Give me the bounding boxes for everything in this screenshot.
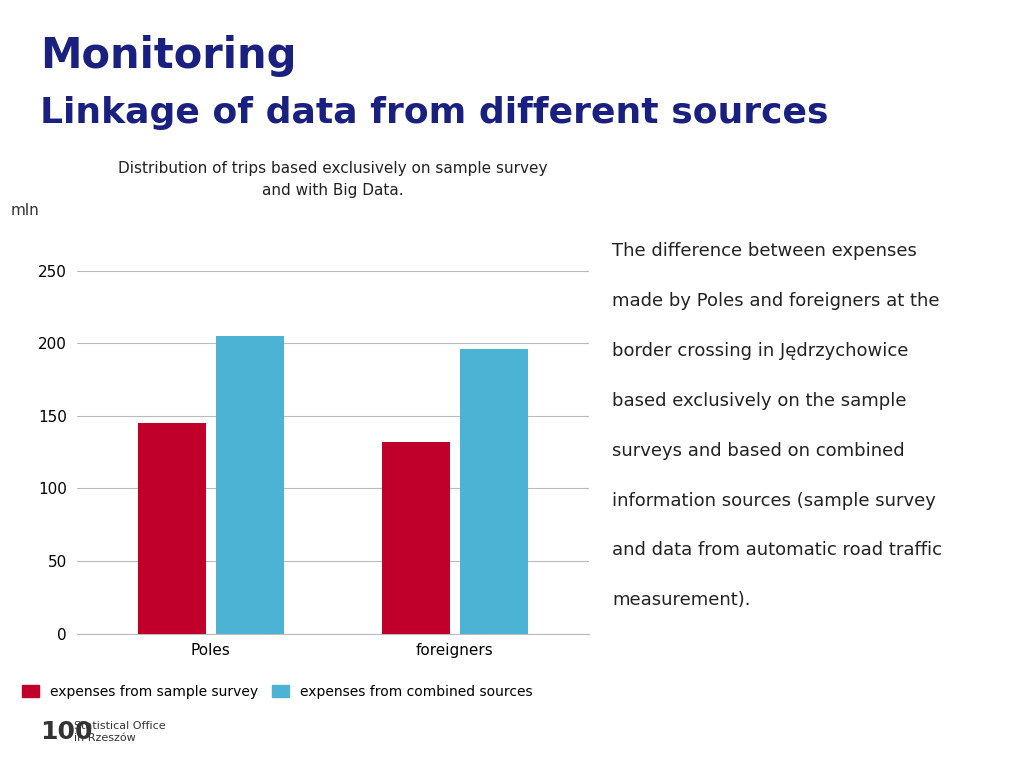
Text: Statistical Office
in Rzeszów: Statistical Office in Rzeszów xyxy=(75,721,166,743)
Text: information sources (sample survey: information sources (sample survey xyxy=(612,492,936,509)
Bar xyxy=(216,336,284,634)
Text: border crossing in Jędrzychowice: border crossing in Jędrzychowice xyxy=(612,342,908,359)
Text: Monitoring: Monitoring xyxy=(40,35,296,77)
Text: measurement).: measurement). xyxy=(612,591,751,609)
Text: and data from automatic road traffic: and data from automatic road traffic xyxy=(612,541,942,559)
Bar xyxy=(382,442,450,634)
Text: surveys and based on combined: surveys and based on combined xyxy=(612,442,905,459)
Text: made by Poles and foreigners at the: made by Poles and foreigners at the xyxy=(612,292,940,310)
Text: The difference between expenses: The difference between expenses xyxy=(612,242,918,260)
Text: mln: mln xyxy=(10,204,39,218)
Text: 100: 100 xyxy=(40,720,92,744)
Title: Distribution of trips based exclusively on sample survey
and with Big Data.: Distribution of trips based exclusively … xyxy=(118,161,548,198)
Text: 10: 10 xyxy=(945,730,972,748)
Bar xyxy=(138,423,206,634)
Bar xyxy=(460,349,527,634)
Text: Linkage of data from different sources: Linkage of data from different sources xyxy=(40,96,828,130)
Text: based exclusively on the sample: based exclusively on the sample xyxy=(612,392,907,409)
Legend: expenses from sample survey, expenses from combined sources: expenses from sample survey, expenses fr… xyxy=(23,684,532,699)
